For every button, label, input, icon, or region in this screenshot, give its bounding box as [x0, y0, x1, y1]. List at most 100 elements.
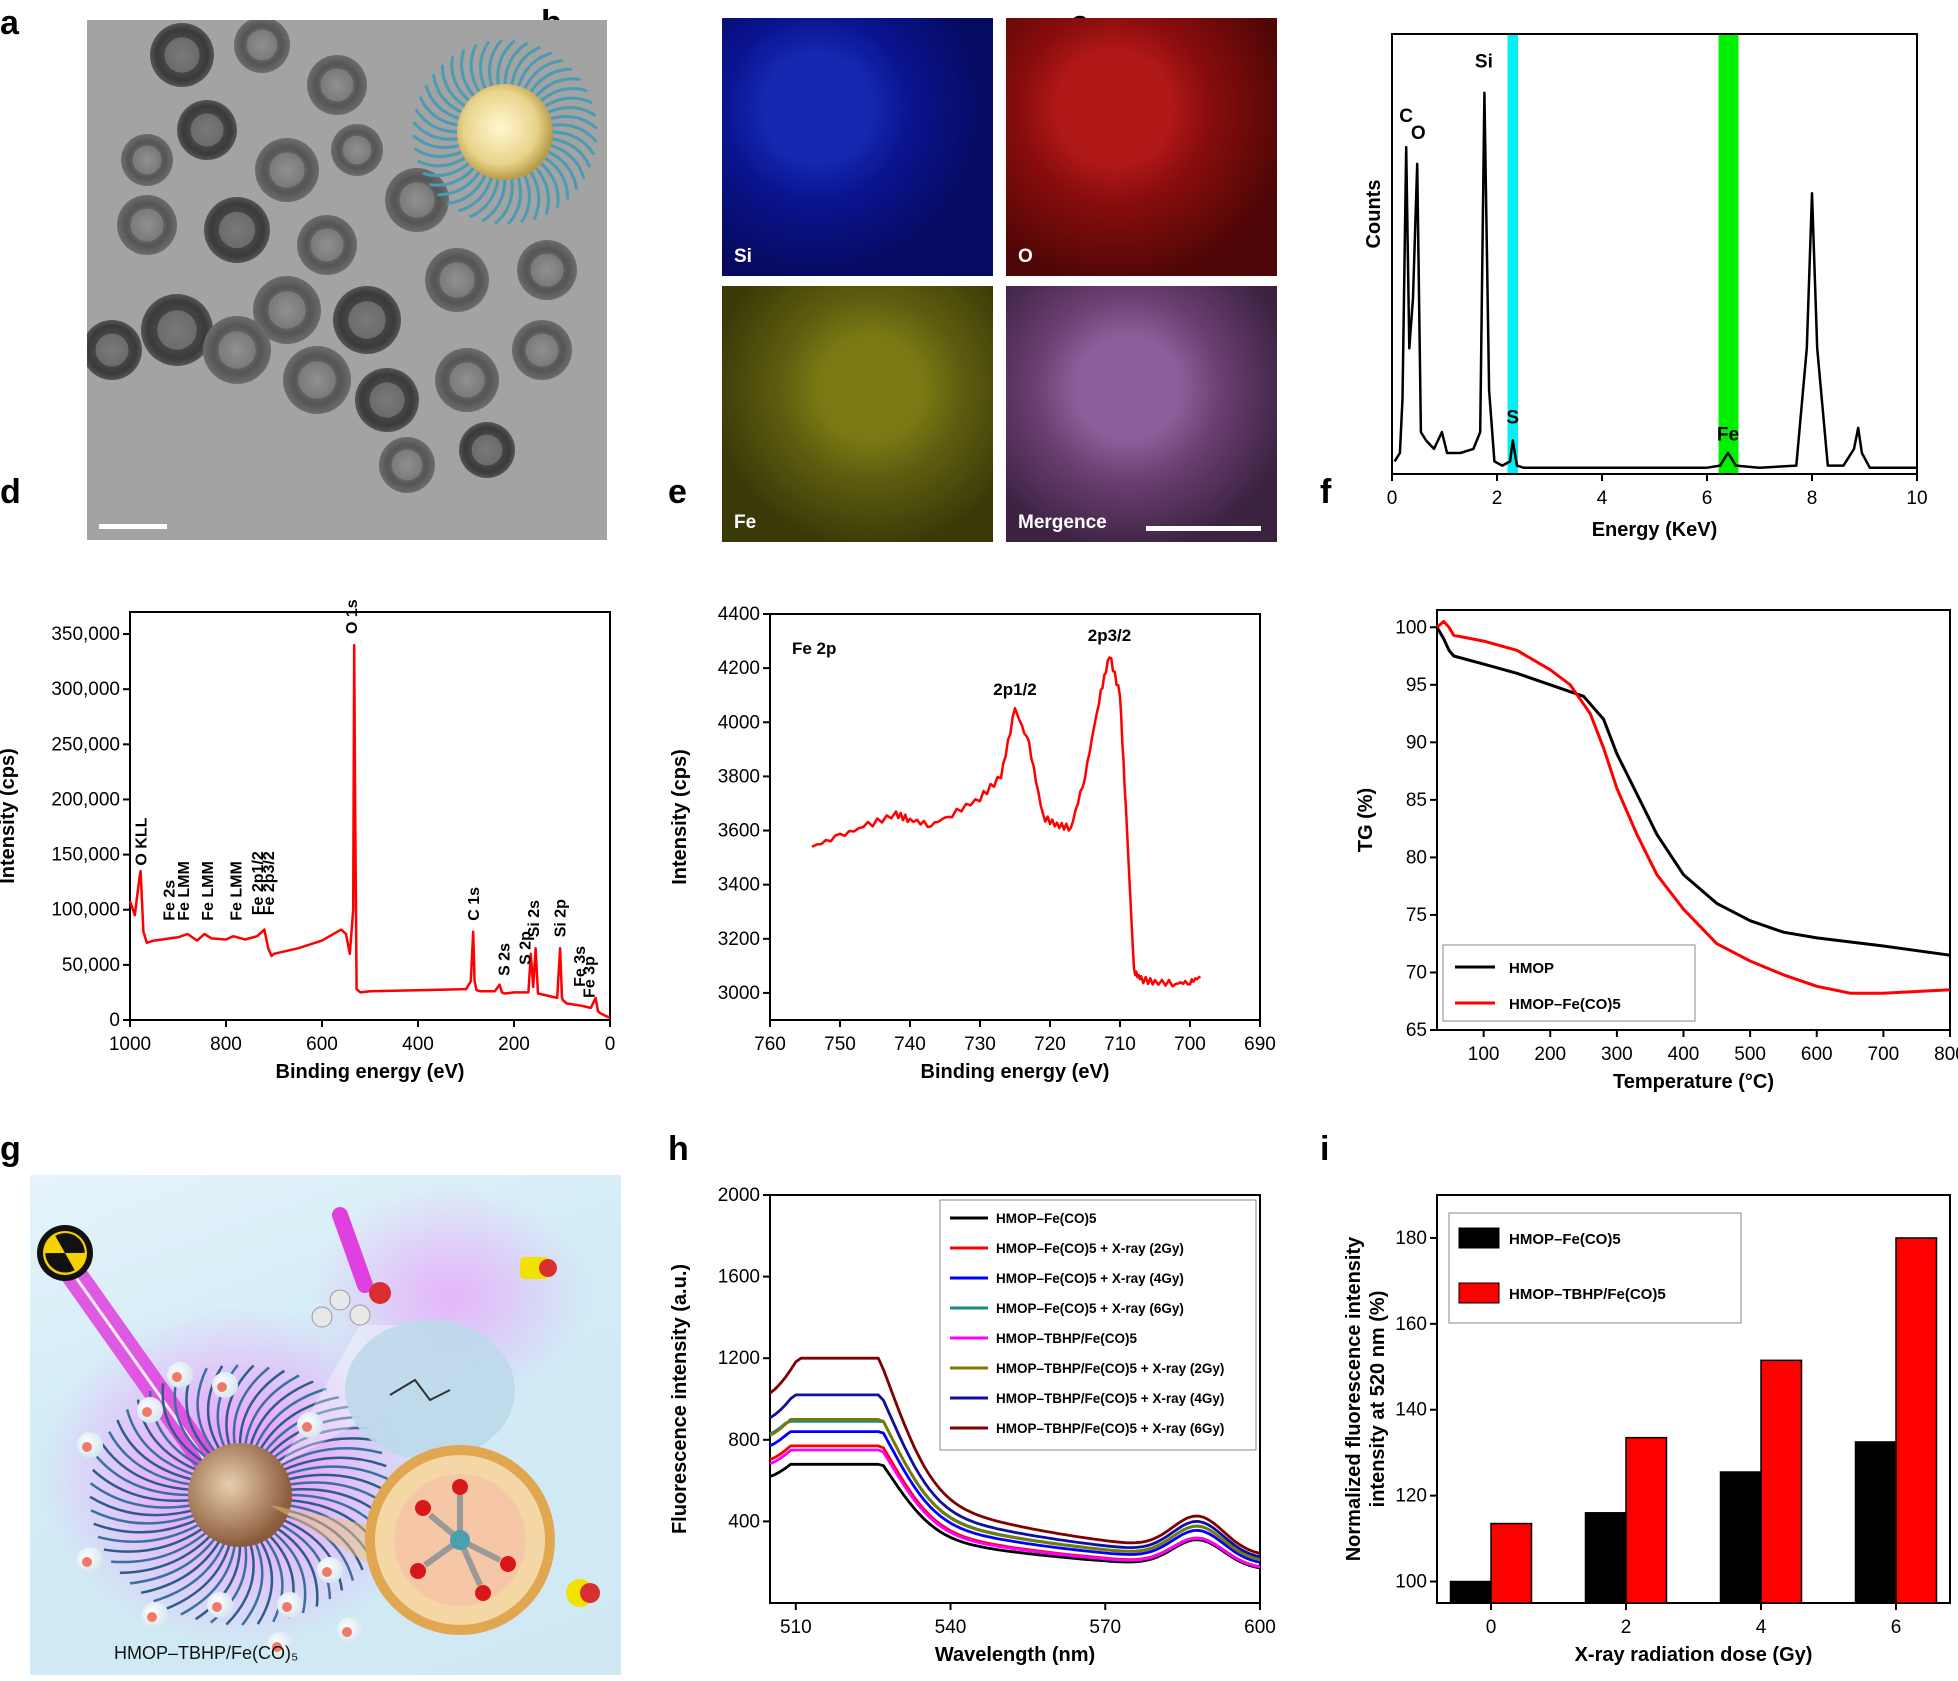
tem-particle	[150, 23, 214, 87]
legend-label: HMOP–Fe(CO)5	[996, 1211, 1097, 1226]
legend-label: HMOP–Fe(CO)5 + X-ray (2Gy)	[996, 1241, 1184, 1256]
panel-label-d: d	[0, 473, 21, 511]
polymer-chain	[548, 143, 586, 180]
polymer-chain	[538, 87, 588, 104]
legend-label: HMOP–TBHP/Fe(CO)5 + X-ray (6Gy)	[996, 1421, 1224, 1436]
polymer-chain	[510, 45, 541, 87]
peak-annotation: C 1s	[466, 887, 483, 921]
polymer-chain	[216, 1364, 239, 1448]
y-tick-label: 100	[1395, 1572, 1427, 1593]
polymer-chain	[546, 149, 579, 190]
y-tick-label: 3000	[718, 983, 760, 1004]
y-tick-label: 70	[1406, 962, 1427, 983]
peak-annotation: 2p1/2	[993, 680, 1036, 699]
tem-particle-core	[348, 301, 386, 339]
fluorescence-curve	[769, 1356, 1261, 1555]
polymer-chain	[437, 169, 482, 197]
plot-frame	[1436, 609, 1951, 1031]
y-tick-label: 250,000	[51, 734, 120, 755]
polymer-chain	[249, 1380, 314, 1447]
x-tick-label: 720	[1034, 1034, 1066, 1055]
x-tick-label: 8	[1807, 488, 1818, 509]
tem-particle-core	[218, 211, 256, 249]
polymer-chain	[238, 1369, 286, 1446]
bar	[1625, 1436, 1668, 1604]
legend-label: HMOP	[1509, 960, 1554, 977]
y-tick-label: 3800	[718, 766, 760, 787]
polymer-chain	[533, 77, 581, 99]
y-axis-label: Fluorescence intensity (a.u.)	[669, 1264, 691, 1534]
polymer-chain	[488, 39, 503, 89]
polymer-chain	[412, 121, 460, 141]
x-tick-label: 400	[402, 1034, 434, 1055]
peak-annotation: Fe 3s	[572, 946, 589, 987]
chart-c: 0 2 4 6 8 10 Energy (KeV) Counts CO Si S Fe	[1363, 33, 1928, 541]
peak-annotation: Si 2p	[553, 899, 570, 937]
map-fe: Fe	[722, 286, 993, 542]
bubble-dot	[82, 1442, 92, 1452]
tem-particle	[204, 197, 270, 263]
tem-particle	[355, 368, 419, 432]
bubble-dot	[217, 1382, 227, 1392]
chart-h: 510 540 570 600 400 800 1200 1600 2000 Wavelength…	[669, 1185, 1276, 1666]
x-tick-label: 200	[498, 1034, 530, 1055]
tem-particle-core	[439, 262, 475, 298]
polymer-chain	[243, 1374, 300, 1446]
fluorescence-curve	[769, 1418, 1261, 1562]
tem-particle-core	[132, 145, 162, 175]
polymer-chain	[550, 130, 596, 156]
schematic-caption: HMOP–TBHP/Fe(CO)₅	[114, 1643, 299, 1663]
polymer-chain	[285, 1465, 390, 1481]
y-tick-label: 75	[1406, 905, 1427, 926]
tem-particle	[379, 437, 435, 493]
polymer-chain	[194, 1544, 242, 1621]
polymer-chain	[225, 1543, 255, 1626]
tg-curve	[1436, 620, 1951, 995]
tem-spheres	[87, 20, 607, 540]
polymer-chain	[450, 56, 472, 104]
bubble-dot	[322, 1567, 332, 1577]
chart-i: 0 2 4 6 100 120 140 160 180 X-ray radiation dose …	[1343, 1194, 1951, 1666]
panel-label-a: a	[0, 4, 19, 42]
legend-label: HMOP–Fe(CO)5 + X-ray (4Gy)	[996, 1271, 1184, 1286]
polymer-chain	[282, 1456, 387, 1472]
tem-particle-core	[320, 68, 354, 102]
tem-particle	[177, 100, 237, 160]
bar	[1854, 1441, 1897, 1604]
y-tick-label: 3600	[718, 821, 760, 842]
bar	[1584, 1512, 1627, 1604]
tem-particle-core	[449, 362, 485, 398]
polymer-chain	[166, 1543, 231, 1610]
chart-d: 1000 800 600 400 200 0 0 50,000 100,000 150,000 20…	[0, 600, 615, 1083]
x-tick-label: 800	[1934, 1044, 1958, 1065]
polymer-chain	[528, 67, 573, 95]
polymer-chain	[287, 1473, 391, 1495]
polymer-chain	[282, 1518, 344, 1591]
map-label-fe: Fe	[734, 512, 757, 533]
polymer-chain	[538, 160, 560, 208]
polymer-chain	[259, 1395, 340, 1450]
polymer-chain	[107, 1431, 192, 1486]
fe2p-line	[811, 656, 1201, 988]
bar	[1490, 1522, 1533, 1604]
polymer-chain	[550, 123, 598, 143]
polymer-chain	[414, 108, 460, 134]
polymer-chain	[520, 173, 531, 224]
y-tick-label: 150,000	[51, 845, 120, 866]
x-tick-label: 700	[1174, 1034, 1206, 1055]
polymer-chain	[440, 64, 468, 109]
scale-bar-a	[99, 524, 167, 529]
y-tick-label: 80	[1406, 847, 1427, 868]
plot-frame	[769, 1194, 1261, 1604]
y-tick-label: 50,000	[62, 955, 120, 976]
map-o: O	[1006, 18, 1277, 276]
bubble-dot	[302, 1422, 312, 1432]
peak-label: Si	[1475, 52, 1493, 73]
bar	[1895, 1237, 1938, 1604]
plot-frame	[769, 613, 1261, 1021]
tem-particle-core	[391, 449, 423, 481]
tem-particle	[333, 286, 401, 354]
tem-particle	[87, 320, 142, 380]
polymer-chain	[550, 137, 592, 168]
polymer-chain	[116, 1419, 193, 1481]
